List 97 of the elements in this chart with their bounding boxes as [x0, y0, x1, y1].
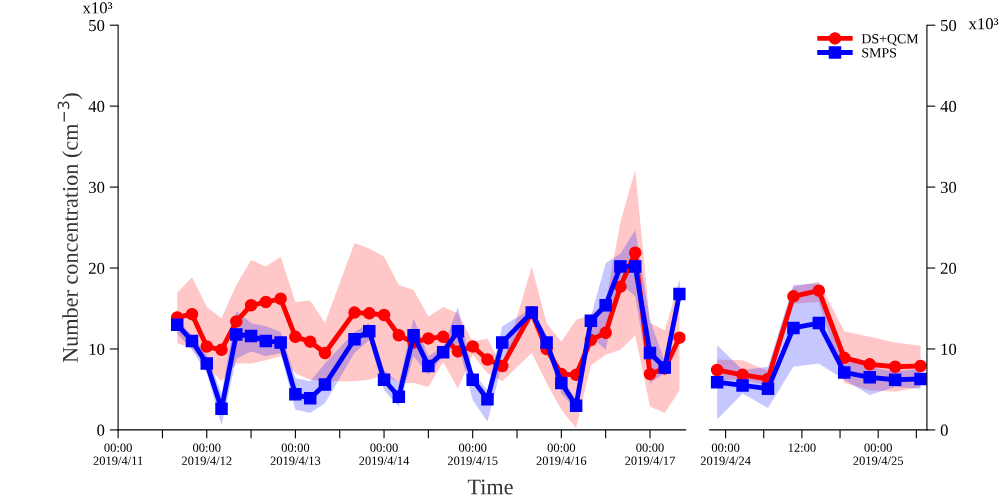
point — [200, 340, 214, 353]
point — [673, 331, 686, 344]
text: x10³ — [968, 18, 999, 30]
point — [363, 324, 376, 338]
x-tick-label: 00:00 2019/4/25 — [853, 443, 904, 465]
x-tick-label: 00:00 2019/4/16 — [536, 443, 587, 465]
point — [200, 357, 214, 370]
point — [230, 328, 243, 341]
point — [863, 371, 876, 384]
point — [274, 292, 287, 306]
legend-label: DS+QCM — [861, 34, 919, 46]
point — [599, 299, 612, 312]
point — [555, 376, 568, 390]
point — [377, 373, 391, 386]
y2-tick-label: 40 — [940, 100, 957, 113]
point — [436, 345, 450, 359]
y2-tick-label: 20 — [940, 262, 957, 274]
point — [259, 295, 273, 309]
point — [710, 375, 724, 389]
point — [812, 284, 826, 297]
x-tick-label: 00:00 2019/4/24 — [700, 443, 751, 465]
point — [673, 287, 686, 301]
point — [466, 340, 479, 353]
x-tick-label: 12:00 — [788, 443, 816, 452]
y-tick-label: 10 — [89, 343, 105, 355]
point — [914, 372, 927, 386]
point — [422, 359, 435, 373]
point — [392, 390, 406, 403]
point — [274, 336, 287, 349]
point — [289, 388, 302, 401]
point — [888, 373, 902, 386]
point — [185, 307, 199, 321]
point — [481, 392, 494, 406]
y-tick-label: 0 — [97, 424, 105, 436]
y2-tick-label: 30 — [940, 181, 957, 194]
y2-tick-label: 50 — [941, 19, 957, 32]
point — [363, 307, 376, 320]
point — [643, 367, 657, 381]
x-tick-label: 00:00 2019/4/17 — [625, 443, 675, 465]
y2-tick-label: 0 — [940, 424, 948, 436]
point — [318, 346, 332, 360]
point — [914, 359, 927, 373]
point — [303, 392, 317, 405]
point — [787, 290, 800, 303]
point — [863, 358, 876, 371]
point — [466, 373, 479, 386]
point — [599, 326, 612, 340]
point — [407, 328, 420, 342]
point — [170, 318, 184, 331]
point — [215, 343, 228, 357]
y-axis-title: Number concentration (cm$^{−3}$) — [57, 93, 83, 363]
x-tick-label: 00:00 2019/4/15 — [447, 443, 498, 465]
point — [628, 246, 642, 259]
y-tick-label: 20 — [88, 262, 105, 274]
point — [318, 378, 332, 391]
point — [451, 324, 465, 338]
point — [569, 399, 583, 412]
point — [736, 379, 749, 392]
point — [710, 363, 724, 377]
y-tick-label: 50 — [89, 19, 105, 32]
point — [377, 308, 391, 322]
point — [244, 329, 258, 343]
point — [614, 260, 627, 273]
point — [643, 346, 657, 360]
x-tick-label: 00:00 2019/4/14 — [359, 443, 410, 465]
point — [614, 280, 627, 293]
point — [628, 260, 642, 273]
point — [215, 402, 228, 416]
point — [838, 366, 851, 379]
point — [303, 335, 317, 348]
point — [392, 328, 406, 342]
legend-label: SMPS — [862, 48, 897, 58]
point — [230, 315, 243, 328]
point — [787, 321, 800, 335]
x-tick-label: 00:00 2019/4/11 — [93, 443, 143, 465]
point — [761, 382, 775, 395]
point — [481, 353, 494, 366]
y-tick-label: 40 — [88, 100, 105, 113]
x-tick-label: 00:00 2019/4/13 — [270, 443, 321, 465]
text: x10³ — [82, 2, 113, 14]
point — [888, 360, 902, 374]
y-tick-label: 30 — [89, 181, 105, 194]
point — [422, 332, 435, 345]
point — [812, 316, 826, 330]
point — [259, 334, 273, 348]
point — [244, 299, 258, 312]
point — [185, 334, 199, 348]
y2-tick-label: 10 — [941, 343, 957, 355]
point — [495, 336, 509, 349]
point — [289, 330, 302, 344]
x-axis-title: Time — [467, 479, 513, 495]
point — [348, 333, 361, 346]
point — [348, 306, 361, 319]
x-tick-label: 00:00 2019/4/12 — [181, 443, 232, 465]
point — [540, 336, 553, 349]
point — [584, 314, 598, 327]
point — [436, 330, 450, 344]
